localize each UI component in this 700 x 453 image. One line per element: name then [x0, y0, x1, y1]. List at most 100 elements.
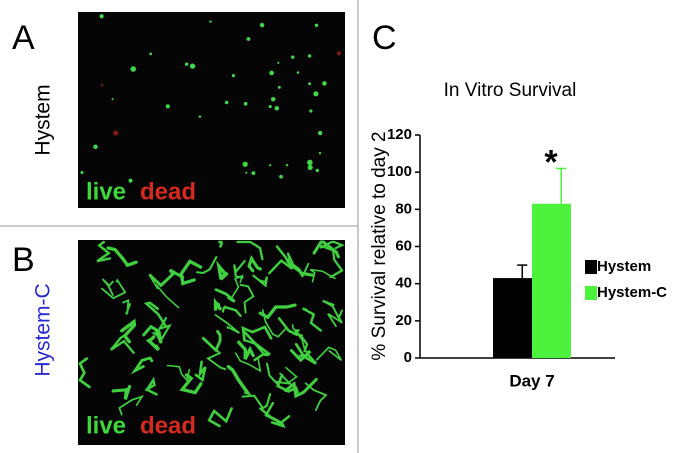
cell	[194, 360, 207, 383]
cell	[206, 347, 227, 371]
micrograph	[78, 12, 345, 208]
cell	[288, 330, 309, 353]
cell	[111, 384, 132, 400]
cell	[242, 161, 248, 167]
cell	[245, 171, 248, 174]
cell	[80, 171, 84, 175]
cell	[118, 395, 144, 416]
cell	[122, 299, 132, 316]
cell	[313, 91, 319, 97]
cell	[277, 61, 280, 64]
cell	[237, 340, 255, 360]
cell	[233, 259, 246, 279]
cell	[318, 152, 322, 155]
cell	[100, 278, 127, 300]
cell	[291, 55, 295, 59]
cell	[145, 335, 161, 352]
cell	[261, 309, 287, 338]
cell	[149, 275, 180, 309]
cell	[269, 70, 274, 76]
cell	[276, 373, 299, 394]
cell	[221, 305, 242, 317]
cell	[93, 144, 98, 150]
cells	[78, 240, 345, 429]
cell	[336, 51, 342, 56]
cell	[318, 130, 323, 136]
cell	[320, 244, 344, 279]
cell	[236, 240, 264, 261]
cell	[145, 376, 158, 396]
cell	[184, 62, 189, 66]
cell	[239, 283, 255, 314]
stain-live: live	[86, 412, 126, 439]
cell	[269, 164, 272, 167]
cell	[315, 346, 343, 362]
y-tick-label: 20	[395, 312, 412, 329]
cell	[268, 104, 272, 109]
cell	[143, 301, 167, 328]
panel-label: A	[12, 19, 35, 57]
cell	[130, 66, 137, 72]
cells	[80, 14, 342, 183]
cell	[234, 352, 262, 373]
cell	[307, 159, 313, 166]
cell	[302, 307, 323, 332]
cell	[314, 23, 319, 27]
cell	[207, 407, 233, 428]
y-tick-label: 60	[395, 237, 412, 254]
cell	[165, 104, 170, 109]
condition-label: Hystem-C	[32, 283, 55, 376]
cell	[113, 130, 119, 136]
cell	[241, 393, 272, 410]
y-axis-label: % Survival relative to day 2	[369, 131, 390, 360]
cell	[285, 163, 289, 167]
cell	[110, 332, 135, 354]
cell	[312, 240, 340, 259]
cell	[209, 20, 212, 23]
cell	[274, 106, 280, 111]
legend-swatch	[585, 286, 597, 300]
cell	[201, 330, 222, 353]
cell	[296, 71, 300, 74]
cell	[130, 356, 154, 375]
cell	[100, 83, 104, 87]
cell	[270, 96, 276, 102]
cell	[218, 240, 224, 248]
cell	[198, 115, 202, 119]
y-tick-label: 80	[395, 200, 412, 217]
cell	[315, 168, 319, 173]
y-tick-label: 0	[404, 349, 412, 366]
stain-dead: dead	[140, 412, 196, 439]
stain-dead: dead	[140, 178, 196, 205]
cell	[142, 324, 163, 344]
stain-live: live	[86, 178, 126, 205]
chart-title: In Vitro Survival	[444, 80, 577, 101]
cell	[224, 100, 229, 105]
cell	[214, 314, 240, 334]
cell	[327, 313, 343, 328]
bar	[532, 203, 571, 358]
cell	[279, 174, 283, 179]
cell	[149, 52, 153, 56]
cell	[213, 297, 223, 311]
cell	[247, 254, 262, 273]
cell	[307, 54, 312, 58]
x-tick-label: Day 7	[509, 371, 554, 390]
cell	[120, 318, 137, 344]
cell	[111, 98, 114, 101]
cell	[258, 303, 297, 320]
cell	[319, 240, 345, 250]
legend-label: Hystem	[597, 258, 651, 275]
cell	[243, 330, 272, 362]
cell	[309, 268, 336, 283]
y-tick-label: 40	[395, 275, 412, 292]
cell	[304, 382, 328, 412]
plot: 0 20 40 60 80 100 120 Day 7 Hystem Hystem-C *	[387, 126, 667, 391]
cell	[226, 364, 252, 396]
cell	[106, 246, 138, 268]
cell	[251, 171, 256, 176]
cell	[231, 74, 236, 78]
cell	[128, 178, 133, 183]
cell	[96, 240, 112, 263]
